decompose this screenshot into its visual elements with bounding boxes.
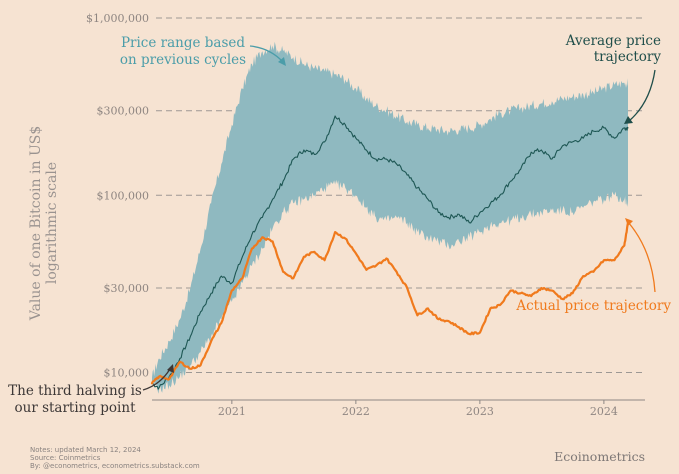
brand-name: Ecoinometrics: [554, 449, 645, 464]
footer-notes-updated: Notes: updated March 12, 2024: [30, 446, 141, 454]
svg-text:logarithmic scale: logarithmic scale: [44, 162, 60, 284]
y-tick-label: $1,000,000: [86, 12, 149, 25]
annotation-price-range: Price range based on previous cycles: [120, 35, 286, 68]
actual-trajectory-path: [150, 221, 630, 385]
y-tick-label: $10,000: [104, 367, 150, 380]
x-tick-labels: 2021 2022 2023 2024: [218, 405, 618, 418]
x-tick-label: 2021: [218, 405, 246, 418]
svg-text:our starting point: our starting point: [15, 400, 137, 416]
y-tick-label: $100,000: [97, 189, 150, 202]
footer-notes-source: Source: Coinmetrics: [30, 454, 101, 462]
annotation-price-range-line2: on previous cycles: [120, 52, 246, 68]
x-axis: [152, 399, 645, 404]
svg-text:Average price: Average price: [565, 33, 661, 49]
x-tick-label: 2022: [342, 405, 370, 418]
annotation-starting-point-line2: our starting point: [15, 400, 137, 416]
y-tick-label: $30,000: [104, 282, 150, 295]
x-tick-label: 2024: [590, 405, 618, 418]
svg-text:on previous cycles: on previous cycles: [120, 52, 246, 68]
annotation-actual-line1: Actual price trajectory: [515, 298, 671, 314]
average-trajectory-path: [151, 115, 629, 390]
price-range-band: [152, 41, 628, 394]
annotation-price-range-line1: Price range based: [121, 35, 245, 51]
annotation-starting-point-arrow: [142, 368, 171, 391]
annotation-average-arrow: [628, 69, 656, 122]
annotation-actual-arrowhead: [625, 218, 633, 226]
average-trajectory-line: [151, 115, 629, 390]
svg-text:The third halving is: The third halving is: [8, 383, 142, 399]
annotation-average-line2: trajectory: [594, 49, 662, 65]
annotation-price-range-arrowhead: [278, 57, 286, 66]
svg-text:Price range based: Price range based: [121, 35, 245, 51]
price-range-band-area: [152, 41, 628, 394]
actual-trajectory-line: [150, 221, 630, 385]
annotation-average-line1: Average price: [565, 33, 661, 49]
y-tick-labels: $10,000 $30,000 $100,000 $300,000 $1,000,000: [86, 12, 149, 380]
y-axis-title-line1: Value of one Bitcoin in US$: [28, 126, 44, 322]
y-tick-label: $300,000: [97, 105, 150, 118]
svg-text:Actual price trajectory: Actual price trajectory: [515, 298, 671, 314]
annotation-actual-arrow: [627, 221, 656, 293]
annotation-average-arrowhead: [624, 116, 633, 124]
svg-text:Value of one Bitcoin in US$: Value of one Bitcoin in US$: [28, 126, 44, 322]
footer-notes-by: By: @econometrics, econometrics.substack…: [30, 462, 200, 470]
annotation-starting-point: The third halving is our starting point: [8, 364, 174, 416]
footer-notes: Notes: updated March 12, 2024 Source: Co…: [30, 446, 200, 470]
annotation-starting-point-arrowhead: [167, 364, 174, 373]
y-axis-title-line2: logarithmic scale: [44, 162, 60, 284]
annotation-actual: Actual price trajectory: [515, 218, 671, 314]
x-tick-label: 2023: [466, 405, 494, 418]
annotation-average: Average price trajectory: [565, 33, 662, 124]
svg-text:trajectory: trajectory: [594, 49, 662, 65]
y-axis-title: Value of one Bitcoin in US$ logarithmic …: [28, 126, 60, 322]
annotation-starting-point-line1: The third halving is: [8, 383, 142, 399]
